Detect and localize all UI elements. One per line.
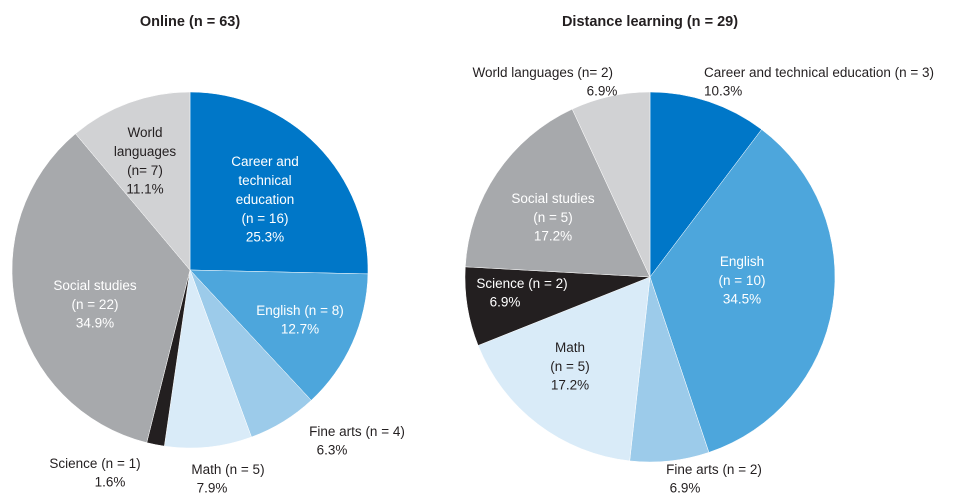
slice-label: Social studies (n = 22) bbox=[53, 278, 137, 312]
slice-label: World languages (n= 7) bbox=[114, 125, 177, 178]
count-label: (n = 2) bbox=[722, 462, 761, 477]
label-line: Social studies bbox=[511, 191, 595, 206]
count-label: (n = 5) bbox=[225, 462, 264, 477]
count-label: (n = 2) bbox=[528, 276, 567, 291]
slice-label: Science (n = 2) bbox=[476, 276, 567, 291]
value-label: 6.9% bbox=[670, 481, 701, 496]
value-label: 34.9% bbox=[76, 316, 114, 331]
value-label: 17.2% bbox=[534, 229, 572, 244]
value-label: 10.3% bbox=[704, 84, 742, 99]
slice-label: Math (n = 5) bbox=[191, 462, 264, 477]
label-line: Fine arts bbox=[666, 462, 722, 477]
pie-slice bbox=[649, 129, 836, 453]
value-label: 1.6% bbox=[95, 475, 126, 490]
count-label: (n= 7) bbox=[127, 163, 163, 178]
label-line: languages bbox=[114, 144, 177, 159]
label-line: Math bbox=[555, 340, 585, 355]
label-line: World bbox=[127, 125, 162, 140]
count-label: (n = 16) bbox=[242, 211, 289, 226]
label-line: Science bbox=[476, 276, 528, 291]
value-label: 6.9% bbox=[490, 295, 521, 310]
count-label: (n = 4) bbox=[365, 424, 404, 439]
label-line: Science bbox=[49, 456, 101, 471]
pie-slice bbox=[571, 91, 651, 278]
count-label: (n = 3) bbox=[895, 65, 934, 80]
count-label: (n = 5) bbox=[533, 210, 572, 225]
value-label: 11.1% bbox=[126, 182, 163, 197]
count-label: (n = 10) bbox=[719, 273, 766, 288]
slice-label: Science (n = 1) bbox=[49, 456, 140, 471]
label-line: English bbox=[720, 254, 764, 269]
slice-label: Fine arts (n = 2) bbox=[666, 462, 762, 477]
label-line: World languages bbox=[473, 65, 578, 80]
pie-slice bbox=[189, 269, 369, 401]
slice-label: Career and technical education (n = 16) bbox=[231, 154, 299, 226]
label-line: Social studies bbox=[53, 278, 137, 293]
count-label: (n = 5) bbox=[550, 359, 589, 374]
slice-label: World languages (n= 2) bbox=[473, 65, 613, 80]
label-line: technical bbox=[238, 173, 291, 188]
count-label: (n = 22) bbox=[72, 297, 119, 312]
slice-label: English (n = 10) bbox=[719, 254, 766, 288]
chart-title: Online (n = 63) bbox=[140, 14, 240, 30]
slice-label: Fine arts (n = 4) bbox=[309, 424, 405, 439]
label-line: English bbox=[256, 303, 304, 318]
slice-label: Social studies (n = 5) bbox=[511, 191, 595, 225]
label-line: Math bbox=[191, 462, 225, 477]
label-line: Fine arts bbox=[309, 424, 365, 439]
value-label: 7.9% bbox=[197, 481, 228, 496]
value-label: 25.3% bbox=[246, 230, 284, 245]
chart-title: Distance learning (n = 29) bbox=[562, 14, 738, 30]
count-label: (n = 8) bbox=[304, 303, 343, 318]
pie-slice bbox=[465, 108, 651, 278]
slice-label: Math (n = 5) bbox=[550, 340, 589, 374]
pie-slice bbox=[75, 91, 191, 271]
value-label: 17.2% bbox=[551, 378, 589, 393]
value-label: 12.7% bbox=[281, 322, 319, 337]
value-label: 6.3% bbox=[317, 443, 348, 458]
label-line: Career and technical education bbox=[704, 65, 895, 80]
pie-slice bbox=[649, 91, 762, 278]
slice-label: Career and technical education (n = 3) bbox=[704, 65, 934, 80]
label-line: Career and bbox=[231, 154, 299, 169]
count-label: (n = 1) bbox=[101, 456, 140, 471]
slice-label: English (n = 8) bbox=[256, 303, 343, 318]
value-label: 6.9% bbox=[587, 84, 618, 99]
value-label: 34.5% bbox=[723, 292, 761, 307]
pie-slice bbox=[11, 133, 191, 443]
pie-slice bbox=[477, 276, 651, 462]
count-label: (n= 2) bbox=[577, 65, 613, 80]
pie-slice bbox=[189, 91, 369, 275]
label-line: education bbox=[236, 192, 295, 207]
